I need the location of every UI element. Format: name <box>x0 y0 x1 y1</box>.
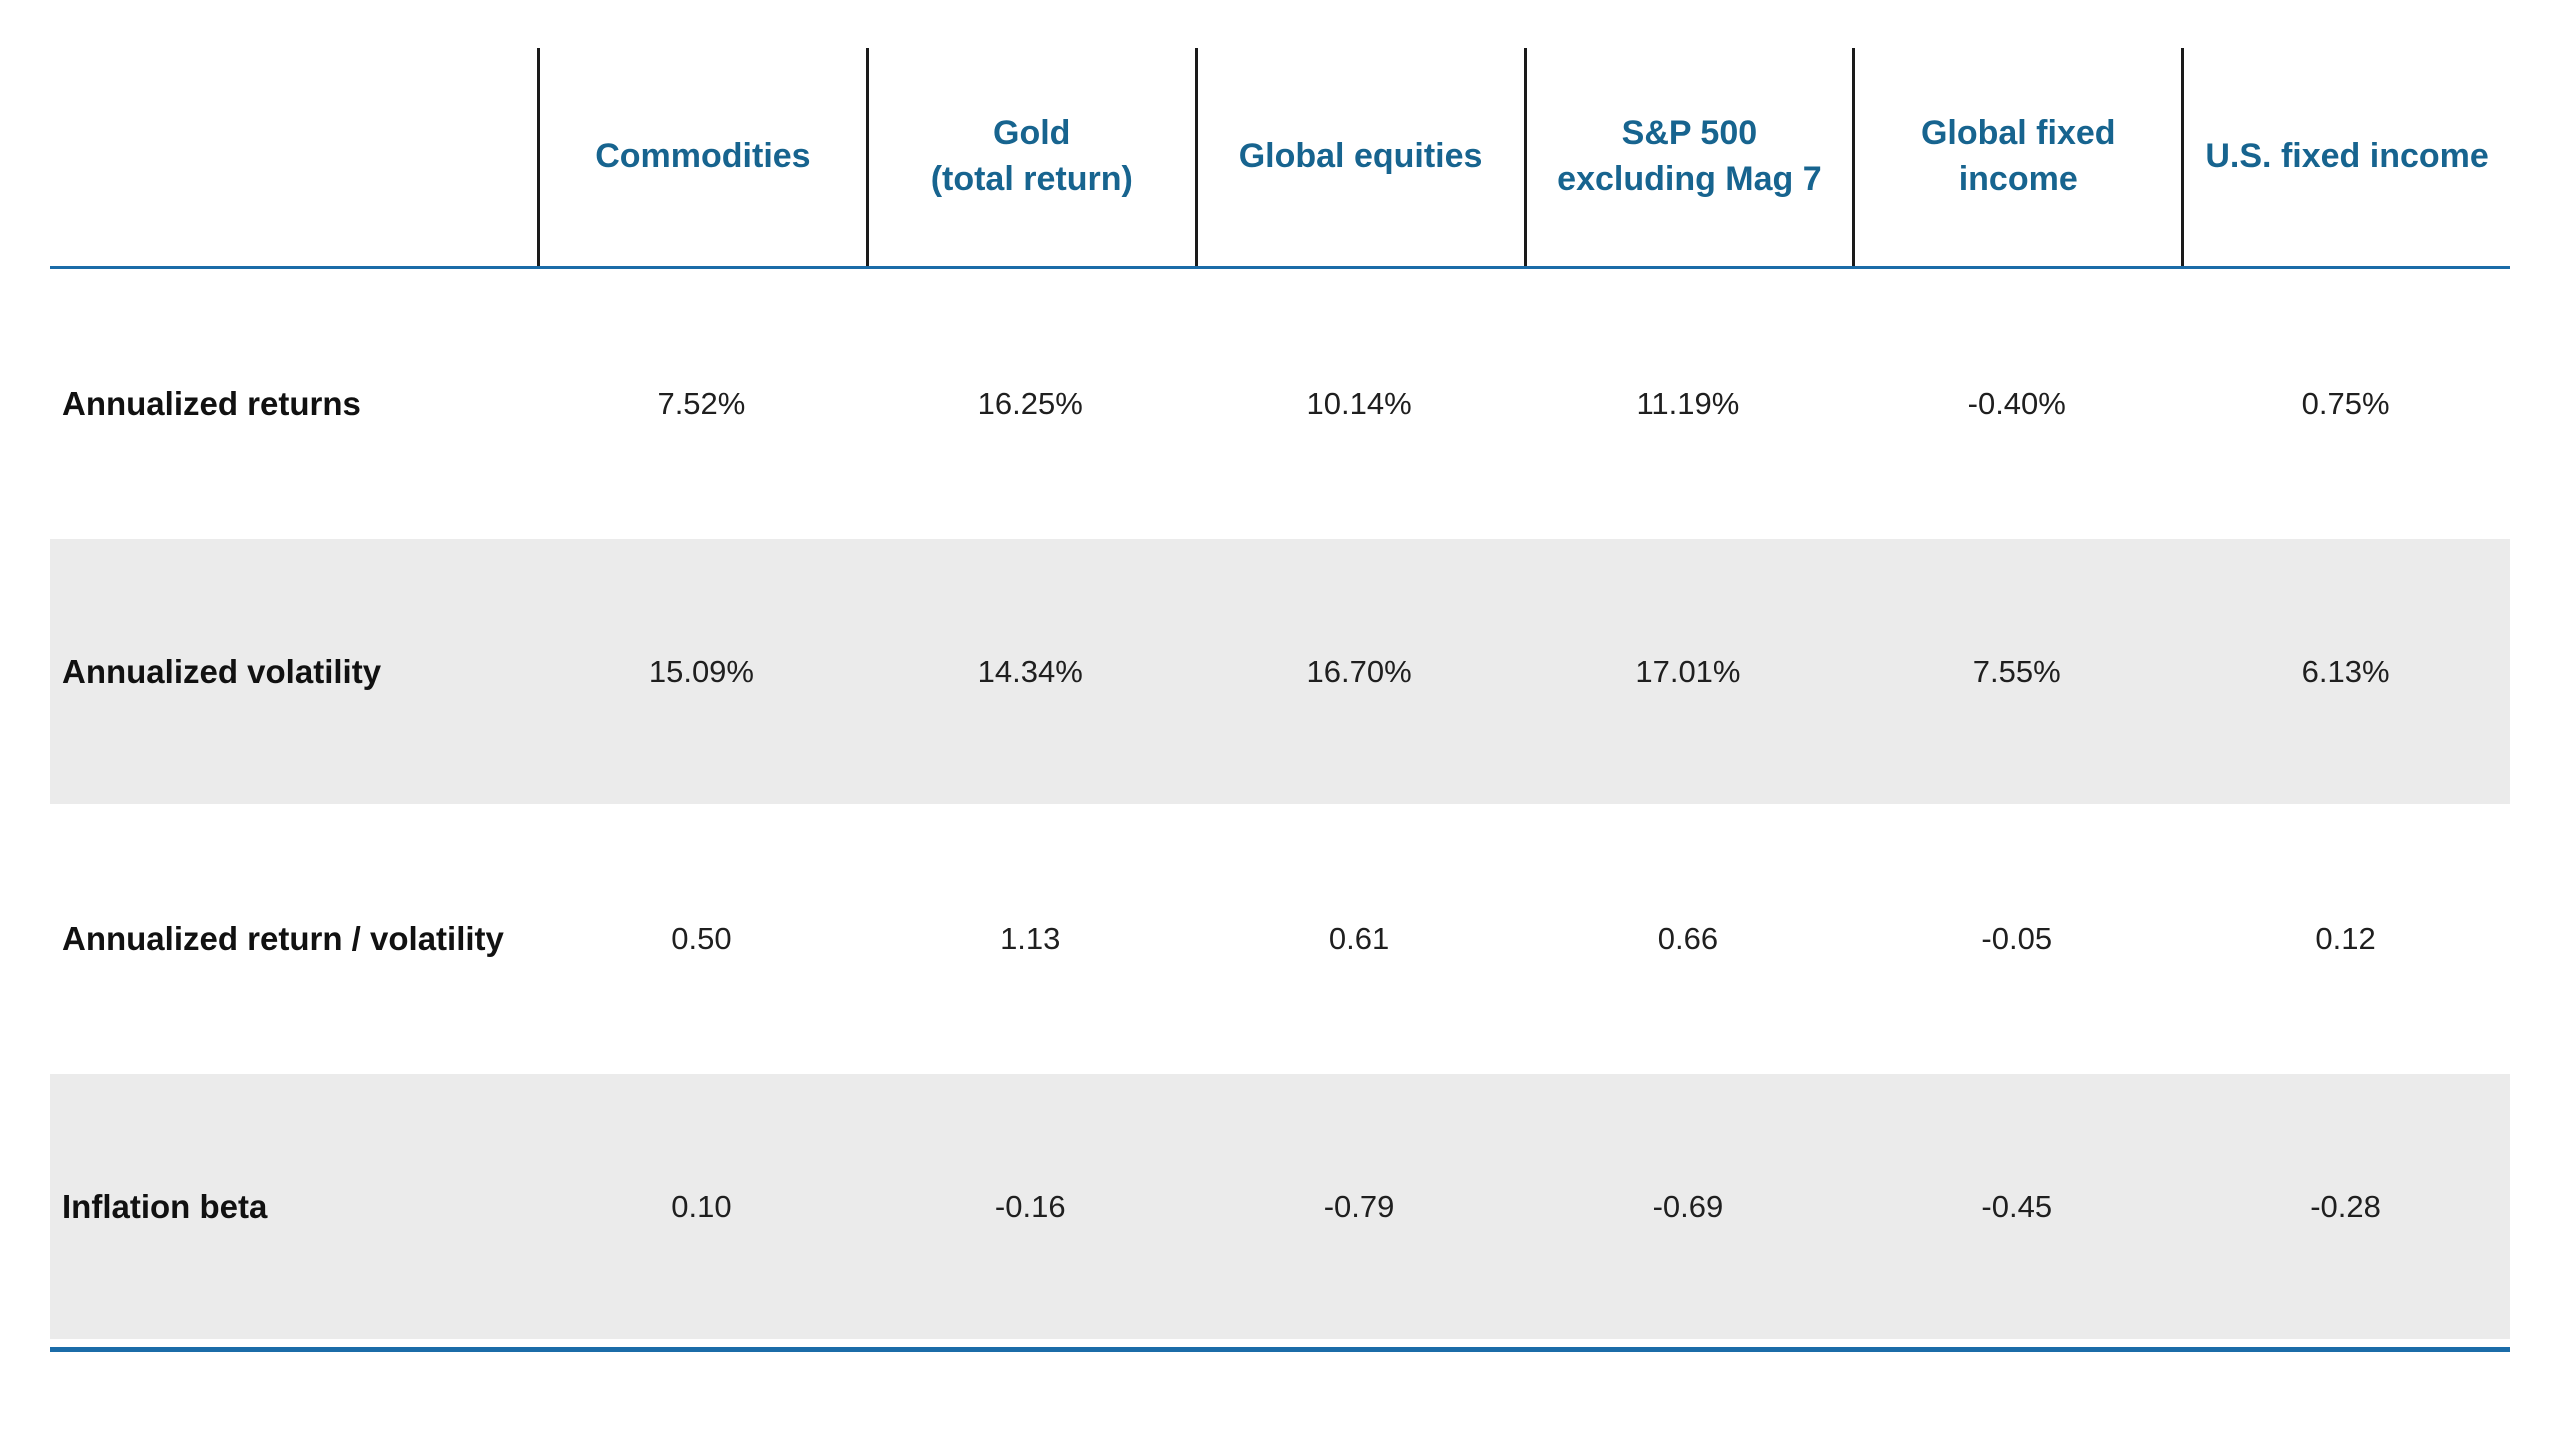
cell-volatility-us-fixed-income: 6.13% <box>2301 653 2390 689</box>
cell-beta-gold: -0.16 <box>994 1188 1066 1224</box>
cell-beta-sp500-ex-mag7: -0.69 <box>1652 1188 1724 1224</box>
row-label-annualized-volatility: Annualized volatility <box>62 652 382 690</box>
cell-volatility-commodities: 15.09% <box>648 653 754 689</box>
cell-retvol-commodities: 0.50 <box>671 921 732 956</box>
table-row-annualized-volatility: Annualized volatility 15.09% 14.34% 16.7… <box>50 539 2510 804</box>
cell-returns-us-fixed-income: 0.75% <box>2301 386 2390 421</box>
cell-returns-global-equities: 10.14% <box>1306 386 1412 421</box>
column-header-sp500-excluding-mag7: S&P 500 excluding Mag 7 <box>1523 48 1853 266</box>
table-bottom-rule <box>50 1347 2510 1352</box>
cell-returns-gold: 16.25% <box>977 386 1083 421</box>
column-header-commodities: Commodities <box>537 48 866 266</box>
asset-statistics-table: Commodities Gold (total return) Global e… <box>50 0 2510 1352</box>
header-corner-empty <box>50 48 537 266</box>
table-row-annualized-returns: Annualized returns 7.52% 16.25% 10.14% 1… <box>50 269 2510 539</box>
row-label-annualized-returns: Annualized returns <box>62 385 361 423</box>
cell-volatility-global-equities: 16.70% <box>1306 653 1412 689</box>
row-label-return-over-volatility: Annualized return / volatility <box>62 920 504 958</box>
table-row-return-over-volatility: Annualized return / volatility 0.50 1.13… <box>50 804 2510 1074</box>
cell-retvol-global-fixed-income: -0.05 <box>1981 921 2053 956</box>
cell-beta-commodities: 0.10 <box>671 1188 732 1224</box>
column-header-global-equities: Global equities <box>1194 48 1524 266</box>
cell-retvol-us-fixed-income: 0.12 <box>2315 921 2376 956</box>
cell-retvol-global-equities: 0.61 <box>1328 921 1390 956</box>
cell-beta-us-fixed-income: -0.28 <box>2310 1188 2381 1224</box>
table-header-row: Commodities Gold (total return) Global e… <box>50 0 2510 269</box>
cell-retvol-gold: 1.13 <box>1000 921 1061 956</box>
cell-returns-commodities: 7.52% <box>657 386 746 421</box>
column-header-global-fixed-income: Global fixed income <box>1852 48 2181 266</box>
column-header-gold-total-return: Gold (total return) <box>865 48 1195 266</box>
cell-beta-global-fixed-income: -0.45 <box>1981 1188 2053 1224</box>
column-header-us-fixed-income: U.S. fixed income <box>2181 48 2510 266</box>
cell-volatility-gold: 14.34% <box>977 653 1083 689</box>
cell-beta-global-equities: -0.79 <box>1323 1188 1395 1224</box>
table-row-inflation-beta: Inflation beta 0.10 -0.16 -0.79 -0.69 -0… <box>50 1074 2510 1339</box>
cell-volatility-sp500-ex-mag7: 17.01% <box>1635 653 1741 689</box>
cell-retvol-sp500-ex-mag7: 0.66 <box>1657 921 1719 956</box>
cell-returns-global-fixed-income: -0.40% <box>1967 386 2066 421</box>
cell-volatility-global-fixed-income: 7.55% <box>1972 653 2061 689</box>
row-label-inflation-beta: Inflation beta <box>62 1187 268 1225</box>
cell-returns-sp500-ex-mag7: 11.19% <box>1636 386 1740 421</box>
